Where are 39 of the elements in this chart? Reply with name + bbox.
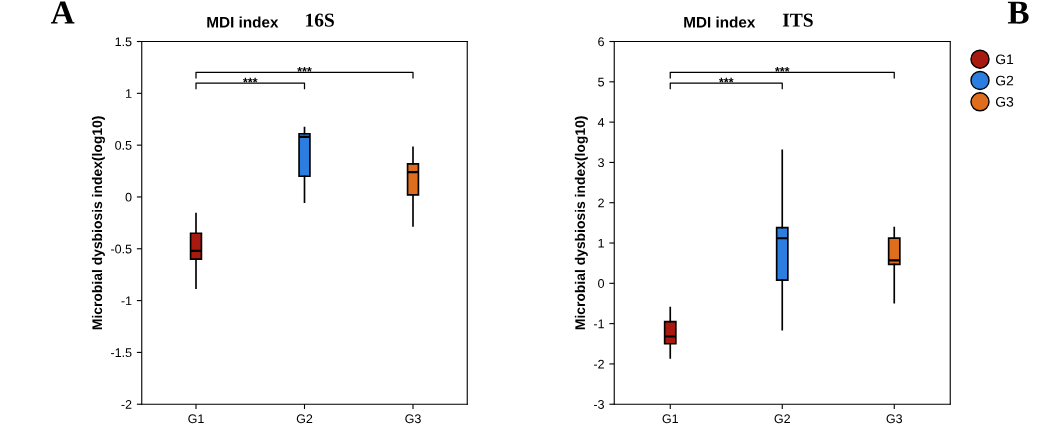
y-tick-label: 5 xyxy=(598,77,604,87)
y-tick-label: -1.5 xyxy=(111,348,132,358)
y-tick-label: -0.5 xyxy=(111,244,132,254)
y-tick-label: -2 xyxy=(593,359,604,369)
legend-label: G3 xyxy=(995,96,1014,107)
text: A xyxy=(50,1,75,24)
y-tick-label: 0.5 xyxy=(115,140,132,150)
x-tick-label: G3 xyxy=(886,414,903,424)
y-tick-label: 1 xyxy=(598,238,604,248)
y-axis-title: Microbial dysbiosis index(log10) xyxy=(91,116,105,330)
x-tick-label: G1 xyxy=(662,414,678,424)
legend-label: G2 xyxy=(995,75,1014,86)
chart-subtitle: ITS xyxy=(782,13,813,27)
y-tick-label: -2 xyxy=(121,400,132,409)
y-tick-label: 3 xyxy=(598,158,604,168)
x-tick-label: G2 xyxy=(296,414,313,424)
y-tick-label: -1 xyxy=(121,296,132,306)
x-tick-label: G3 xyxy=(405,414,421,424)
chart-subtitle: 16S xyxy=(306,13,334,27)
y-tick-label: 6 xyxy=(598,37,604,47)
y-tick-label: 4 xyxy=(597,118,605,127)
x-tick-label: G2 xyxy=(774,414,790,424)
annotation: *** xyxy=(242,77,258,83)
y-tick-label: 1.5 xyxy=(115,37,132,47)
y-tick-label: 2 xyxy=(598,198,604,208)
legend-label: G1 xyxy=(995,54,1014,65)
annotation: *** xyxy=(718,77,734,83)
y-tick-label: -3 xyxy=(593,400,604,409)
chart-title: MDI index xyxy=(684,16,756,28)
chart-title: MDI index xyxy=(207,16,279,28)
y-axis-title: Microbial dysbiosis index(log10) xyxy=(574,116,588,330)
text: B xyxy=(1007,1,1029,24)
annotation: *** xyxy=(297,66,312,72)
y-tick-label: 1 xyxy=(126,89,132,98)
y-tick-label: 0 xyxy=(598,279,605,288)
y-tick-label: -1 xyxy=(593,319,604,329)
annotation: *** xyxy=(774,66,790,72)
x-tick-label: G1 xyxy=(188,414,204,424)
y-tick-label: 0 xyxy=(125,192,132,202)
